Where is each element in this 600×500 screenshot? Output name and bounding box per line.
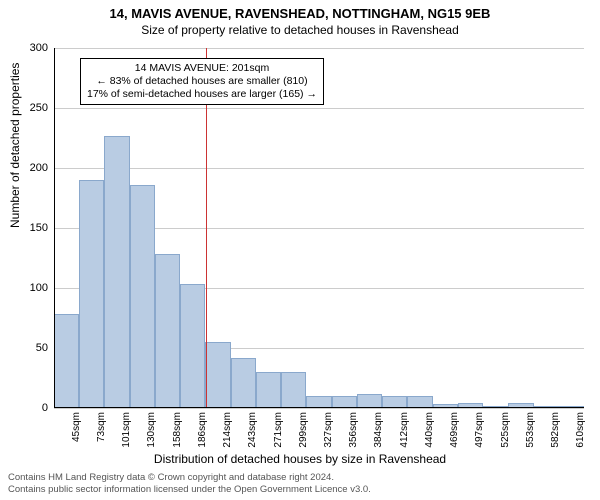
histogram-bar	[231, 358, 256, 408]
x-tick-label: 186sqm	[197, 412, 208, 448]
x-tick-label: 356sqm	[348, 412, 359, 448]
grid-line	[54, 108, 584, 109]
histogram-bar	[205, 342, 230, 408]
chart-title-main: 14, MAVIS AVENUE, RAVENSHEAD, NOTTINGHAM…	[0, 0, 600, 21]
histogram-bar	[104, 136, 129, 408]
x-tick-label: 101sqm	[121, 412, 132, 448]
y-tick-label: 250	[0, 102, 48, 114]
x-tick-label: 412sqm	[399, 412, 410, 448]
histogram-bar	[256, 372, 281, 408]
x-tick-label: 610sqm	[575, 412, 586, 448]
y-tick-label: 0	[0, 402, 48, 414]
histogram-bar	[79, 180, 104, 408]
footer-line-1: Contains HM Land Registry data © Crown c…	[8, 472, 371, 484]
x-tick-label: 440sqm	[424, 412, 435, 448]
y-tick-label: 200	[0, 162, 48, 174]
y-tick-label: 100	[0, 282, 48, 294]
x-tick-label: 243sqm	[247, 412, 258, 448]
x-tick-label: 214sqm	[222, 412, 233, 448]
x-tick-label: 299sqm	[298, 412, 309, 448]
histogram-bar	[54, 314, 79, 408]
histogram-bar	[130, 185, 155, 408]
y-tick-label: 300	[0, 42, 48, 54]
x-tick-label: 158sqm	[172, 412, 183, 448]
x-tick-label: 327sqm	[323, 412, 334, 448]
histogram-bar	[357, 394, 382, 408]
footer-line-2: Contains public sector information licen…	[8, 484, 371, 496]
x-tick-label: 553sqm	[525, 412, 536, 448]
histogram-bar	[155, 254, 180, 408]
x-tick-label: 497sqm	[474, 412, 485, 448]
y-tick-label: 50	[0, 342, 48, 354]
histogram-bar	[180, 284, 205, 408]
x-tick-label: 130sqm	[146, 412, 157, 448]
reference-annotation-box: 14 MAVIS AVENUE: 201sqm ← 83% of detache…	[80, 58, 324, 105]
x-tick-label: 271sqm	[273, 412, 284, 448]
x-tick-label: 45sqm	[71, 412, 82, 442]
annotation-line-1: 14 MAVIS AVENUE: 201sqm	[87, 62, 317, 75]
x-tick-label: 525sqm	[500, 412, 511, 448]
chart-title-sub: Size of property relative to detached ho…	[0, 21, 600, 37]
annotation-line-3: 17% of semi-detached houses are larger (…	[87, 88, 317, 101]
x-tick-label: 469sqm	[449, 412, 460, 448]
grid-line	[54, 408, 584, 409]
y-axis-label: Number of detached properties	[8, 63, 22, 228]
histogram-bar	[281, 372, 306, 408]
annotation-line-2: ← 83% of detached houses are smaller (81…	[87, 75, 317, 88]
x-axis-label: Distribution of detached houses by size …	[0, 452, 600, 466]
x-tick-label: 582sqm	[550, 412, 561, 448]
x-tick-label: 384sqm	[373, 412, 384, 448]
y-tick-label: 150	[0, 222, 48, 234]
x-axis-line	[54, 407, 584, 408]
y-axis-line	[54, 48, 55, 408]
grid-line	[54, 168, 584, 169]
footer-attribution: Contains HM Land Registry data © Crown c…	[8, 472, 371, 496]
grid-line	[54, 48, 584, 49]
x-tick-label: 73sqm	[96, 412, 107, 442]
